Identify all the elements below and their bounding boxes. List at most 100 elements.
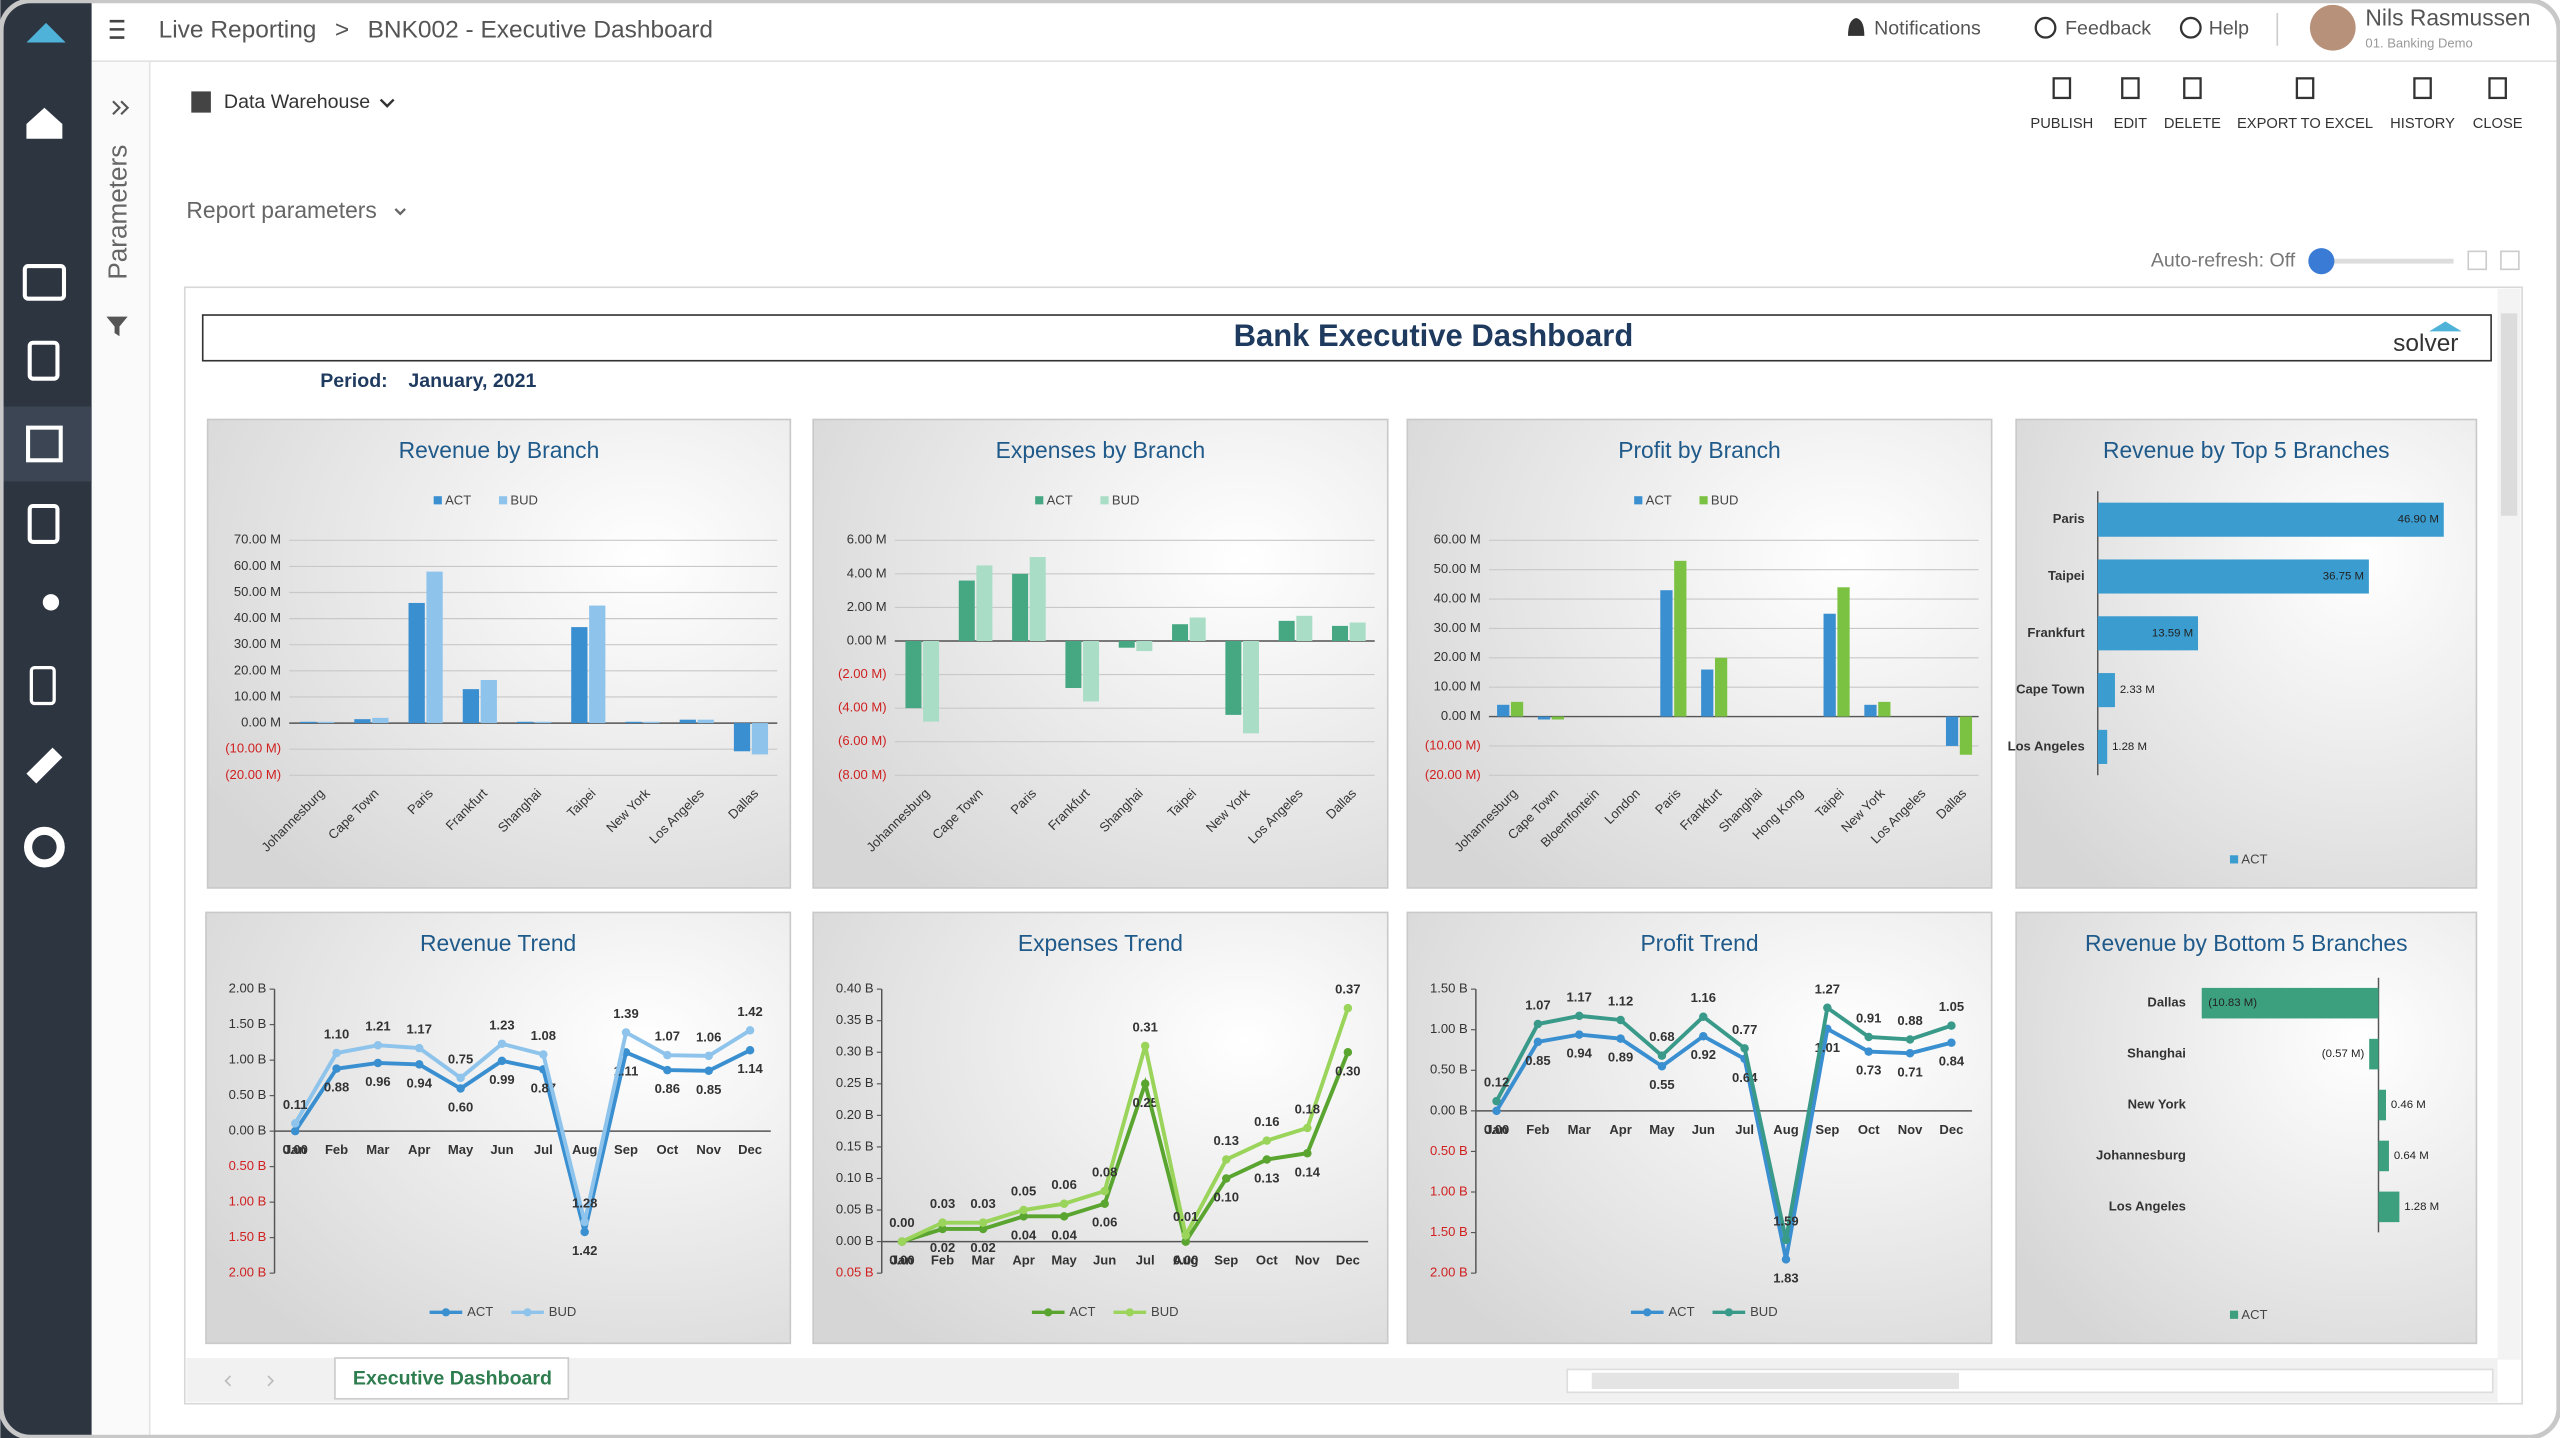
marker bbox=[1781, 1255, 1791, 1264]
action-icon[interactable] bbox=[2295, 77, 2315, 100]
period-label: Period: bbox=[320, 370, 387, 392]
data-label: 0.06 bbox=[1092, 1215, 1117, 1230]
sheet-tab[interactable] bbox=[334, 1357, 570, 1400]
action-label[interactable]: HISTORY bbox=[2390, 116, 2455, 132]
grid-view[interactable] bbox=[2500, 250, 2520, 271]
data-label: 0.18 bbox=[1295, 1101, 1320, 1116]
home-icon[interactable] bbox=[26, 107, 63, 139]
dropdown-arrow[interactable] bbox=[394, 208, 406, 216]
action-icon[interactable] bbox=[2413, 77, 2432, 100]
v-scrollbar[interactable] bbox=[2497, 288, 2521, 1360]
marker bbox=[978, 1224, 988, 1234]
bar bbox=[625, 721, 642, 724]
bar bbox=[426, 571, 443, 724]
bar bbox=[571, 627, 588, 724]
y-tick-label: New York bbox=[2128, 1096, 2187, 1111]
x-tick-label: Apr bbox=[1609, 1122, 1631, 1137]
sheet-name[interactable]: Executive Dashboard bbox=[353, 1367, 552, 1389]
menu-icon[interactable] bbox=[109, 19, 125, 39]
data-label: 1.28 M bbox=[2112, 741, 2147, 753]
users-icon[interactable] bbox=[42, 594, 60, 611]
y-tick-label: 1.50 B bbox=[229, 1229, 267, 1244]
marker bbox=[1574, 1011, 1584, 1021]
filter-icon[interactable] bbox=[106, 316, 128, 337]
action-label[interactable]: PUBLISH bbox=[2030, 116, 2093, 132]
data-label: 0.99 bbox=[489, 1072, 514, 1087]
report-parameters[interactable]: Report parameters bbox=[186, 197, 376, 223]
y-tick-label: Los Angeles bbox=[2008, 738, 2085, 753]
action-label[interactable]: EDIT bbox=[2114, 116, 2147, 132]
legend-label: BUD bbox=[549, 1304, 577, 1319]
y-tick-label: Paris bbox=[2053, 511, 2085, 526]
data-label: 0.12 bbox=[1484, 1075, 1509, 1090]
legend-marker bbox=[1643, 1308, 1652, 1317]
tools-icon[interactable] bbox=[26, 747, 63, 784]
y-tick-label: 40.00 M bbox=[1434, 590, 1481, 605]
marker bbox=[580, 1217, 589, 1227]
data-source[interactable]: Data Warehouse bbox=[224, 91, 370, 113]
data-label: 0.08 bbox=[1092, 1165, 1117, 1180]
action-label[interactable]: DELETE bbox=[2164, 116, 2221, 132]
data-label: 1.28 M bbox=[2404, 1201, 2439, 1213]
breadcrumb[interactable]: Live Reporting bbox=[159, 16, 317, 43]
bar bbox=[1278, 620, 1295, 642]
notifications[interactable]: Notifications bbox=[1874, 18, 1981, 40]
bar bbox=[643, 721, 660, 724]
sheet-nav[interactable] bbox=[224, 1375, 275, 1387]
data-label: 0.02 bbox=[970, 1240, 995, 1255]
action-icon[interactable] bbox=[2121, 77, 2140, 100]
legend-label: ACT bbox=[2241, 1307, 2267, 1322]
bar bbox=[679, 719, 696, 724]
hierarchy-icon[interactable] bbox=[29, 665, 56, 706]
avatar[interactable] bbox=[2309, 4, 2356, 51]
title-box bbox=[201, 314, 2492, 362]
data-label: 0.85 bbox=[696, 1082, 721, 1097]
marker bbox=[373, 1058, 383, 1068]
dropdown-arrow[interactable] bbox=[379, 98, 395, 108]
legend-swatch bbox=[1100, 496, 1109, 505]
marker bbox=[497, 1039, 507, 1049]
chart-panel: Expenses Trend 0.40 B 0.35 B 0.30 B 0.25 B 0.… bbox=[812, 911, 1389, 1345]
data-label: 0.55 bbox=[1649, 1077, 1674, 1092]
data-label: (10.83 M) bbox=[2208, 997, 2257, 1009]
panel-background bbox=[2015, 911, 2478, 1345]
marker bbox=[897, 1237, 907, 1246]
calculator-icon[interactable] bbox=[27, 503, 60, 544]
settings-icon[interactable] bbox=[23, 826, 65, 868]
y-tick-label: 2.00 B bbox=[1430, 1265, 1468, 1280]
bar bbox=[1864, 704, 1877, 717]
user-name[interactable]: Nils Rasmussen bbox=[2365, 5, 2530, 31]
marker bbox=[1181, 1237, 1190, 1246]
y-tick-label: 10.00 M bbox=[1434, 679, 1481, 694]
data-label: 2.33 M bbox=[2120, 684, 2155, 696]
action-icon[interactable] bbox=[2183, 77, 2202, 100]
feedback[interactable]: Feedback bbox=[2065, 18, 2151, 40]
h-scroll-thumb[interactable] bbox=[1591, 1372, 1960, 1390]
tasks-icon[interactable] bbox=[27, 340, 60, 381]
v-scroll-thumb[interactable] bbox=[2500, 313, 2518, 516]
marker bbox=[938, 1218, 947, 1227]
expand-report[interactable] bbox=[2467, 250, 2488, 271]
library-icon[interactable] bbox=[22, 264, 67, 301]
legend-label: ACT bbox=[467, 1304, 493, 1319]
action-label[interactable]: CLOSE bbox=[2473, 116, 2523, 132]
slider-knob[interactable] bbox=[2308, 248, 2335, 275]
data-label: 0.68 bbox=[1649, 1029, 1674, 1044]
auto-refresh: Auto-refresh: Off bbox=[2151, 249, 2296, 271]
y-tick-label: Johannesburg bbox=[2096, 1147, 2186, 1162]
help[interactable]: Help bbox=[2209, 18, 2249, 40]
marker bbox=[1019, 1205, 1028, 1215]
parameters-label[interactable]: Parameters bbox=[102, 145, 132, 280]
action-icon[interactable] bbox=[2052, 77, 2072, 100]
expand-icon[interactable] bbox=[112, 100, 130, 116]
report-icon[interactable] bbox=[26, 425, 63, 463]
action-icon[interactable] bbox=[2488, 77, 2507, 100]
breadcrumb-separator: > bbox=[335, 16, 349, 43]
bar bbox=[1497, 704, 1510, 717]
action-label[interactable]: EXPORT TO EXCEL bbox=[2237, 116, 2373, 132]
marker bbox=[1864, 1032, 1873, 1042]
marker bbox=[978, 1218, 988, 1227]
data-label: 1.21 bbox=[365, 1019, 390, 1034]
marker bbox=[1657, 1061, 1667, 1071]
marker bbox=[1140, 1041, 1150, 1051]
